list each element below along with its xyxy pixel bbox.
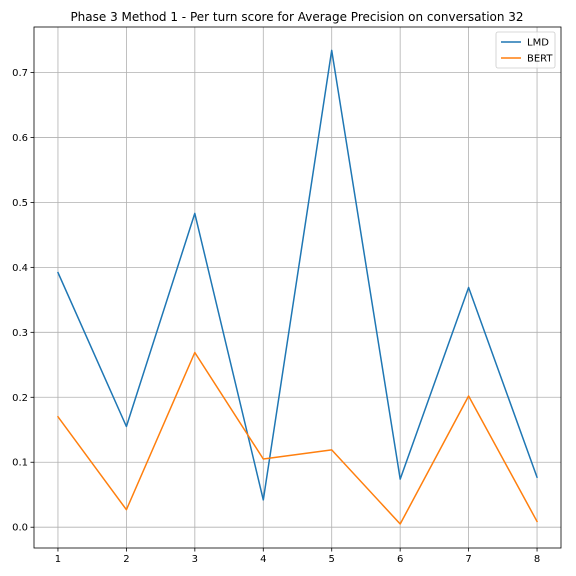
x-tick-label: 6 — [397, 554, 403, 565]
chart-title: Phase 3 Method 1 - Per turn score for Av… — [70, 10, 523, 24]
legend: LMD BERT — [495, 31, 556, 69]
y-tick-label: 0.1 — [12, 458, 28, 469]
plot-frame — [33, 26, 562, 549]
legend-label-lmd: LMD — [527, 38, 549, 49]
x-tick-label: 4 — [260, 554, 266, 565]
grid — [34, 27, 561, 548]
y-tick-label: 0.4 — [12, 263, 28, 274]
y-axis: 0.0 0.1 0.2 0.3 0.4 0.5 0.6 0.7 — [12, 68, 34, 534]
legend-box — [495, 31, 556, 69]
x-tick-label: 1 — [55, 554, 61, 565]
series-line-lmd — [57, 49, 538, 501]
x-tick-label: 7 — [465, 554, 471, 565]
x-tick-label: 8 — [534, 554, 540, 565]
y-tick-label: 0.5 — [12, 198, 28, 209]
y-tick-label: 0.7 — [12, 68, 28, 79]
y-tick-label: 0.3 — [12, 328, 28, 339]
y-tick-label: 0.2 — [12, 393, 28, 404]
x-tick-label: 5 — [329, 554, 335, 565]
x-axis: 1 2 3 4 5 6 7 8 — [55, 548, 540, 565]
x-tick-label: 3 — [192, 554, 198, 565]
series-layer — [56, 49, 539, 525]
x-tick-label: 2 — [123, 554, 129, 565]
series-line-bert — [56, 351, 539, 525]
legend-label-bert: BERT — [527, 54, 553, 65]
y-tick-label: 0.6 — [12, 133, 28, 144]
y-tick-label: 0.0 — [12, 523, 28, 534]
